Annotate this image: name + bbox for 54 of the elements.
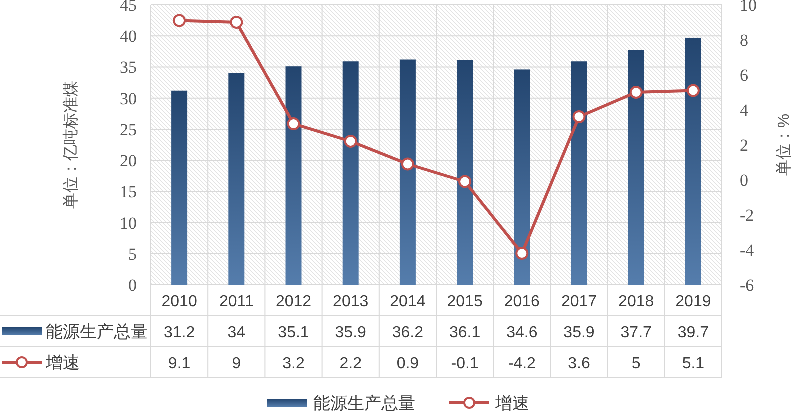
y2-tick-label: 2: [740, 136, 748, 155]
y2-tick-label: 0: [740, 171, 748, 190]
x-tick-label: 2019: [676, 294, 712, 310]
legend-label: 能源生产总量: [46, 322, 148, 342]
data-label: 34: [228, 324, 246, 342]
x-tick-label: 2012: [276, 294, 312, 310]
data-label: 34.6: [506, 324, 538, 342]
x-tick-label: 2014: [390, 294, 426, 310]
data-label: 3.6: [568, 356, 590, 372]
y-tick-label: 35: [120, 58, 137, 78]
y2-tick-label: -6: [740, 276, 754, 295]
data-label: 37.7: [620, 324, 652, 342]
x-tick-label: 2016: [504, 294, 540, 310]
data-label: -4.2: [508, 356, 536, 372]
data-label: 9.1: [168, 356, 191, 372]
data-label: 5: [632, 356, 641, 372]
data-label: 35.9: [564, 324, 595, 342]
y2label: 单位：%: [776, 114, 793, 176]
y2-tick-label: 8: [740, 31, 748, 50]
data-label: 0.9: [396, 356, 420, 372]
y-tick-label: 30: [120, 89, 137, 108]
data-label: 39.7: [678, 324, 710, 342]
y-tick-label: 20: [120, 152, 137, 171]
legend: 能源生产总量 增速: [268, 394, 530, 413]
y2-tick-label: 4: [740, 101, 749, 120]
data-label: 5.1: [682, 356, 705, 372]
y2-tick-label: -4: [740, 241, 755, 260]
data-label: 35.1: [278, 324, 310, 342]
x-tick-label: 2011: [219, 294, 254, 310]
data-label: 2.2: [340, 356, 362, 372]
data-label: 9: [232, 356, 242, 372]
ylabel: 单位：亿吨标准煤: [63, 81, 80, 209]
y-tick-label: 45: [120, 0, 137, 15]
x-tick-label: 2017: [561, 294, 598, 310]
y-tick-label: 15: [120, 182, 137, 202]
y2-tick-label: -2: [740, 206, 754, 225]
data-label: -0.1: [451, 356, 479, 372]
data-label: 36.1: [449, 324, 481, 342]
x-tick-label: 2015: [447, 294, 483, 310]
y-tick-label: 25: [120, 120, 137, 140]
x-tick-label: 2013: [333, 294, 369, 310]
x-tick-label: 2018: [618, 294, 654, 310]
legend-label: 增速: [45, 354, 80, 372]
y2-tick-label: 6: [740, 66, 748, 85]
data-label: 31.2: [164, 324, 196, 342]
y-tick-label: 40: [120, 27, 137, 46]
y-tick-label: 5: [128, 244, 137, 264]
y-tick-label: 0: [128, 276, 137, 295]
y-tick-label: 10: [120, 214, 137, 233]
x-tick-label: 2010: [162, 294, 198, 310]
y2-tick-label: 10: [740, 0, 757, 15]
data-label: 3.2: [282, 356, 305, 372]
data-label: 36.2: [392, 324, 424, 342]
data-label: 35.9: [335, 324, 366, 342]
